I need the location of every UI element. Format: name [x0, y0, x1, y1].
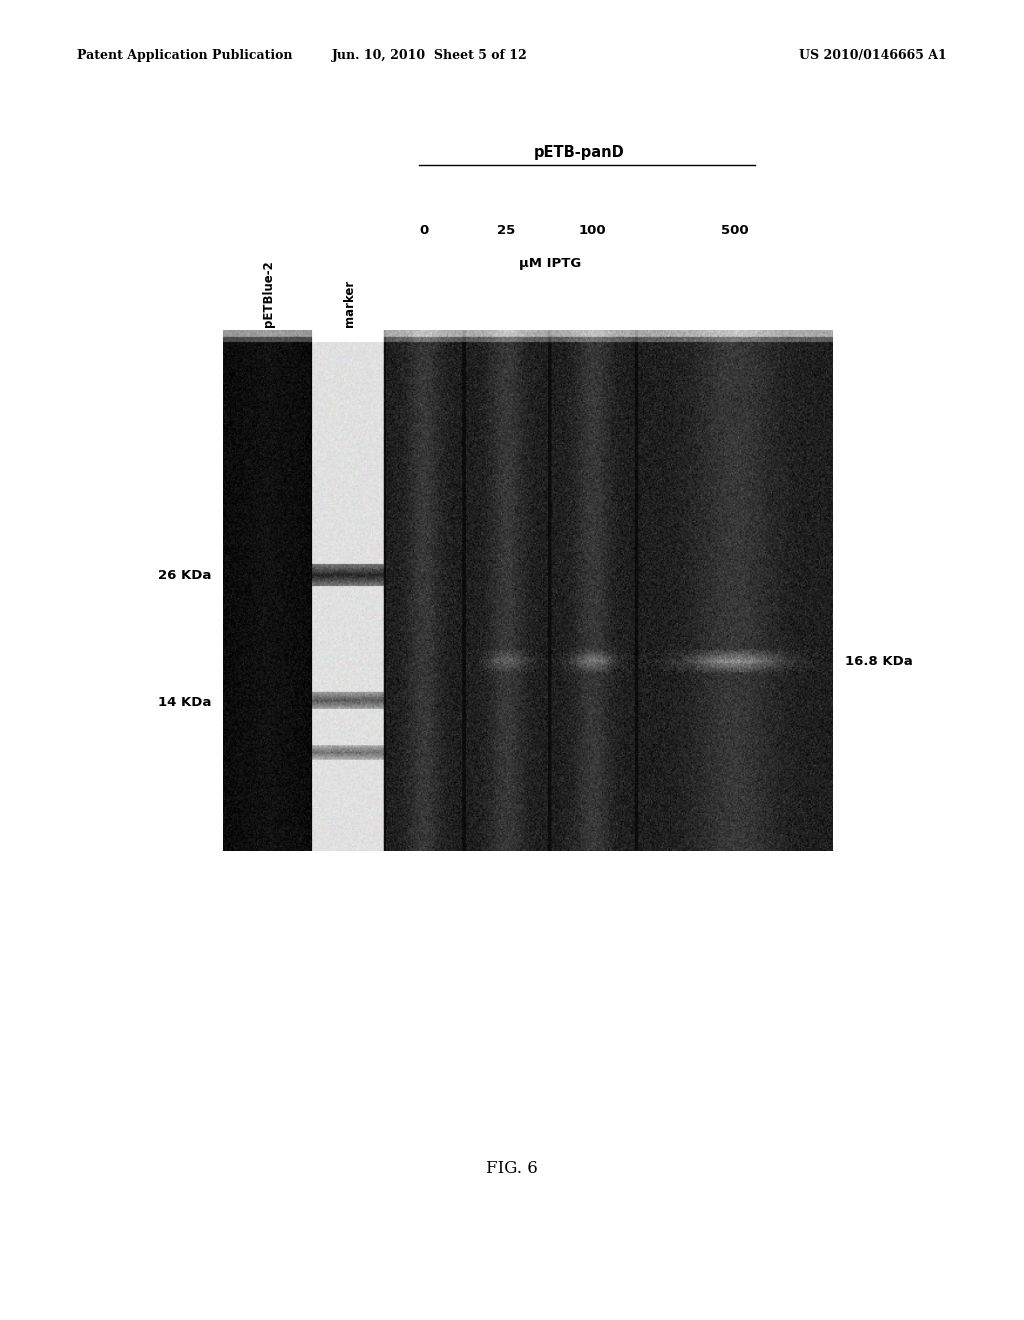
Text: pETBlue-2: pETBlue-2 [262, 260, 274, 327]
Text: US 2010/0146665 A1: US 2010/0146665 A1 [800, 49, 947, 62]
Text: 0: 0 [420, 224, 429, 238]
Text: 25: 25 [498, 224, 516, 238]
Text: pETB-panD: pETB-panD [534, 145, 625, 160]
Text: FIG. 6: FIG. 6 [486, 1160, 538, 1176]
Text: Patent Application Publication: Patent Application Publication [77, 49, 292, 62]
Text: marker: marker [343, 280, 355, 327]
Text: 100: 100 [579, 224, 606, 238]
Text: 14 KDa: 14 KDa [158, 697, 211, 709]
Text: 500: 500 [721, 224, 749, 238]
Text: 26 KDa: 26 KDa [158, 569, 211, 582]
Text: Jun. 10, 2010  Sheet 5 of 12: Jun. 10, 2010 Sheet 5 of 12 [332, 49, 528, 62]
Text: μM IPTG: μM IPTG [518, 257, 581, 271]
Text: 16.8 KDa: 16.8 KDa [845, 655, 912, 668]
